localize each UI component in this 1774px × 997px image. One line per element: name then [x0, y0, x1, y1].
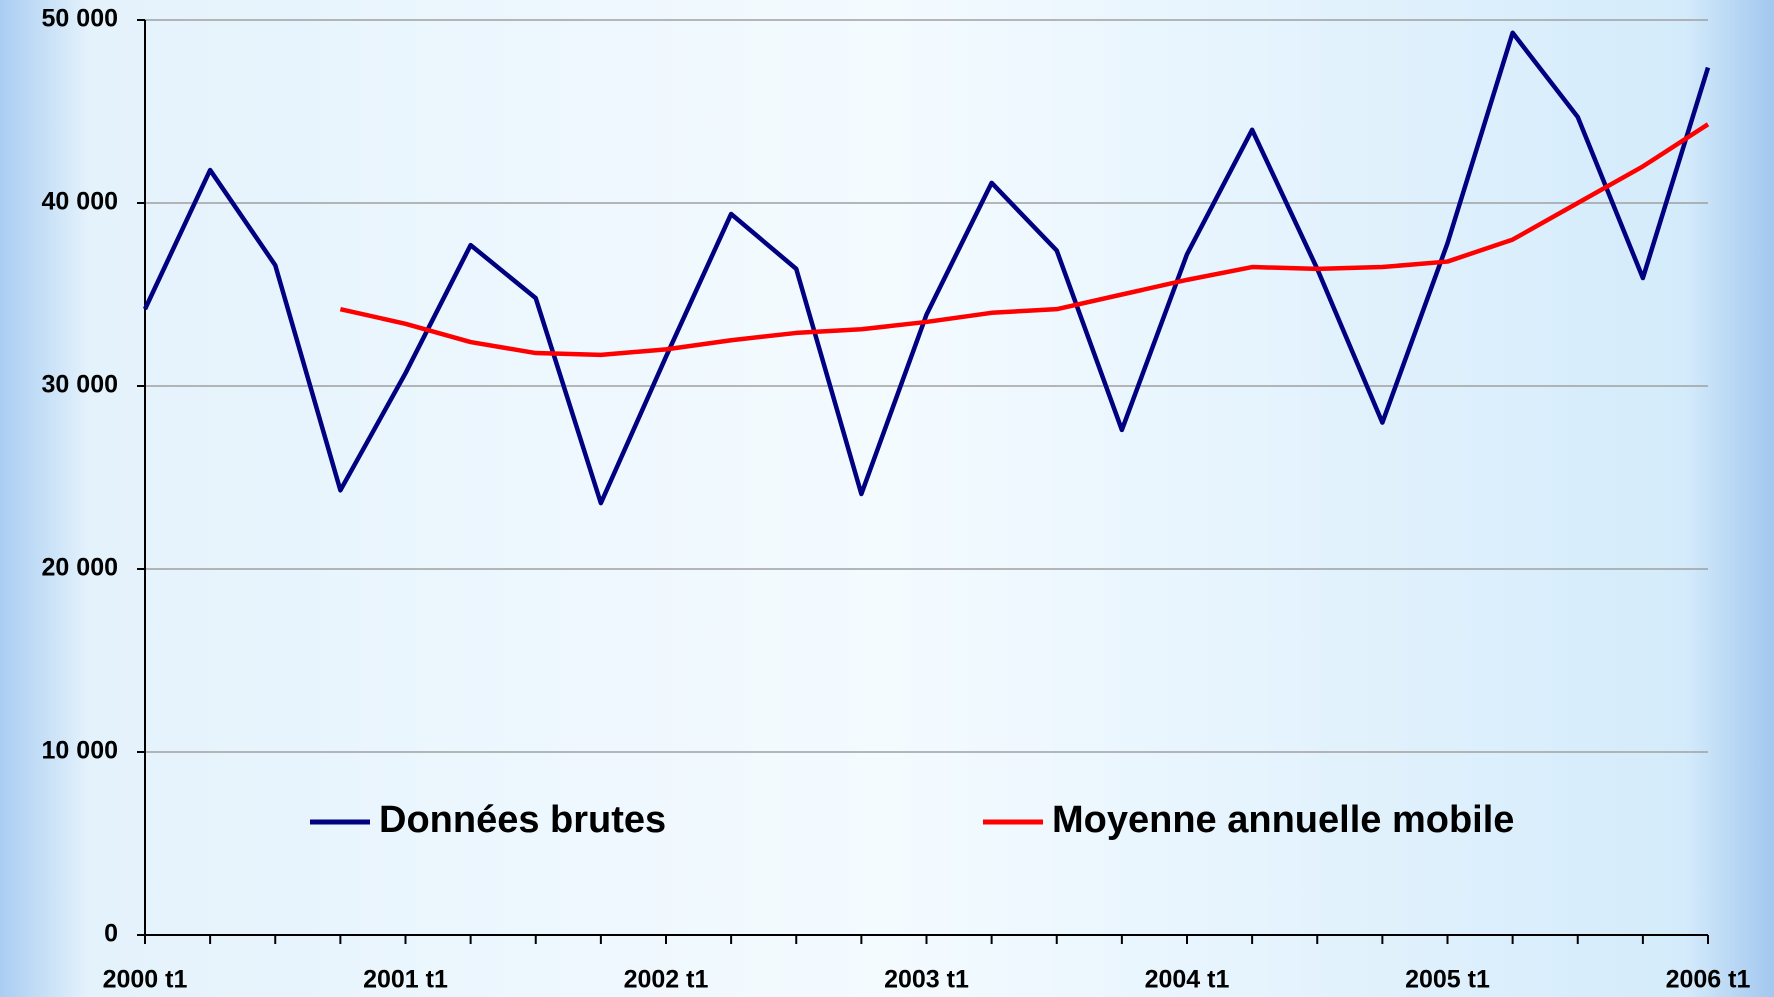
series-line: [142, 30, 1711, 506]
legend-label: Moyenne annuelle mobile: [1052, 799, 1514, 841]
x-tick-label: 2002 t1: [624, 966, 709, 994]
y-tick-label: 20 000: [42, 554, 118, 582]
y-tick-label: 10 000: [42, 737, 118, 765]
x-tick-label: 2000 t1: [103, 966, 188, 994]
x-tick-label: 2001 t1: [363, 966, 448, 994]
legend-label: Données brutes: [379, 799, 666, 841]
x-tick-label: 2004 t1: [1145, 966, 1230, 994]
x-tick-label: 2003 t1: [884, 966, 969, 994]
y-tick-label: 40 000: [42, 188, 118, 216]
y-tick-label: 50 000: [42, 5, 118, 33]
series-line: [339, 122, 1710, 358]
x-tick-label: 2005 t1: [1405, 966, 1490, 994]
x-tick-label: 2006 t1: [1666, 966, 1751, 994]
y-tick-label: 30 000: [42, 371, 118, 399]
y-tick-label: 0: [104, 920, 118, 948]
